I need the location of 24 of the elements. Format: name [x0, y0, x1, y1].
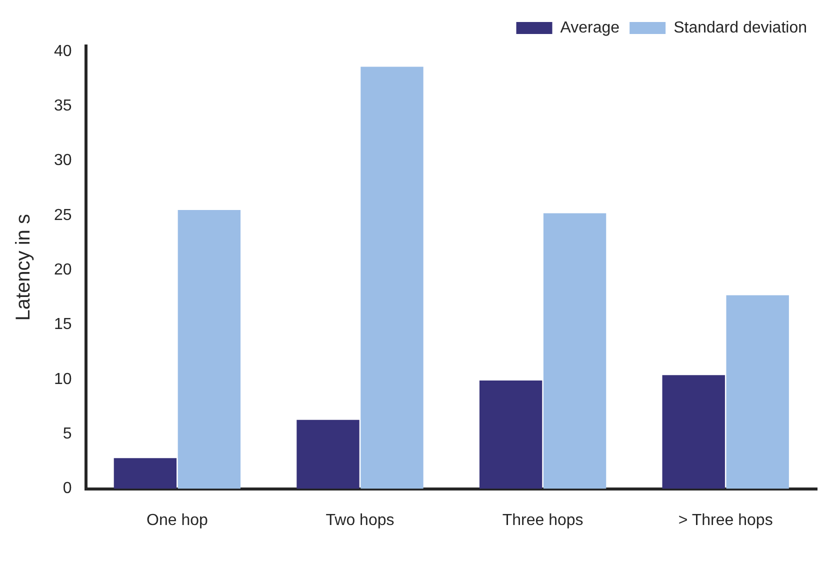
bar — [296, 420, 360, 489]
bar — [360, 66, 424, 489]
bar — [114, 458, 177, 489]
y-tick-label: 35 — [54, 98, 72, 115]
y-tick-label: 25 — [54, 206, 72, 224]
bar — [662, 375, 725, 489]
bar — [726, 295, 789, 489]
y-tick-label: 0 — [62, 480, 72, 498]
y-tick-label: 10 — [54, 370, 72, 388]
legend-label: Average — [560, 19, 620, 36]
x-tick-label: One hop — [146, 512, 208, 529]
y-tick-label: 5 — [62, 426, 72, 443]
y-tick-label: 20 — [54, 262, 72, 279]
x-tick-label: Three hops — [502, 512, 584, 529]
x-tick-label: Two hops — [326, 512, 394, 529]
legend-label: Standard deviation — [674, 19, 808, 36]
x-tick-label: > Three hops — [678, 512, 773, 529]
y-tick-label: 15 — [54, 316, 72, 334]
bar — [178, 210, 241, 489]
bar — [479, 380, 542, 489]
y-tick-label: 30 — [54, 152, 72, 170]
y-tick-label: 40 — [54, 42, 72, 60]
y-axis-title: Latency in s — [12, 214, 35, 321]
bar — [543, 213, 606, 489]
